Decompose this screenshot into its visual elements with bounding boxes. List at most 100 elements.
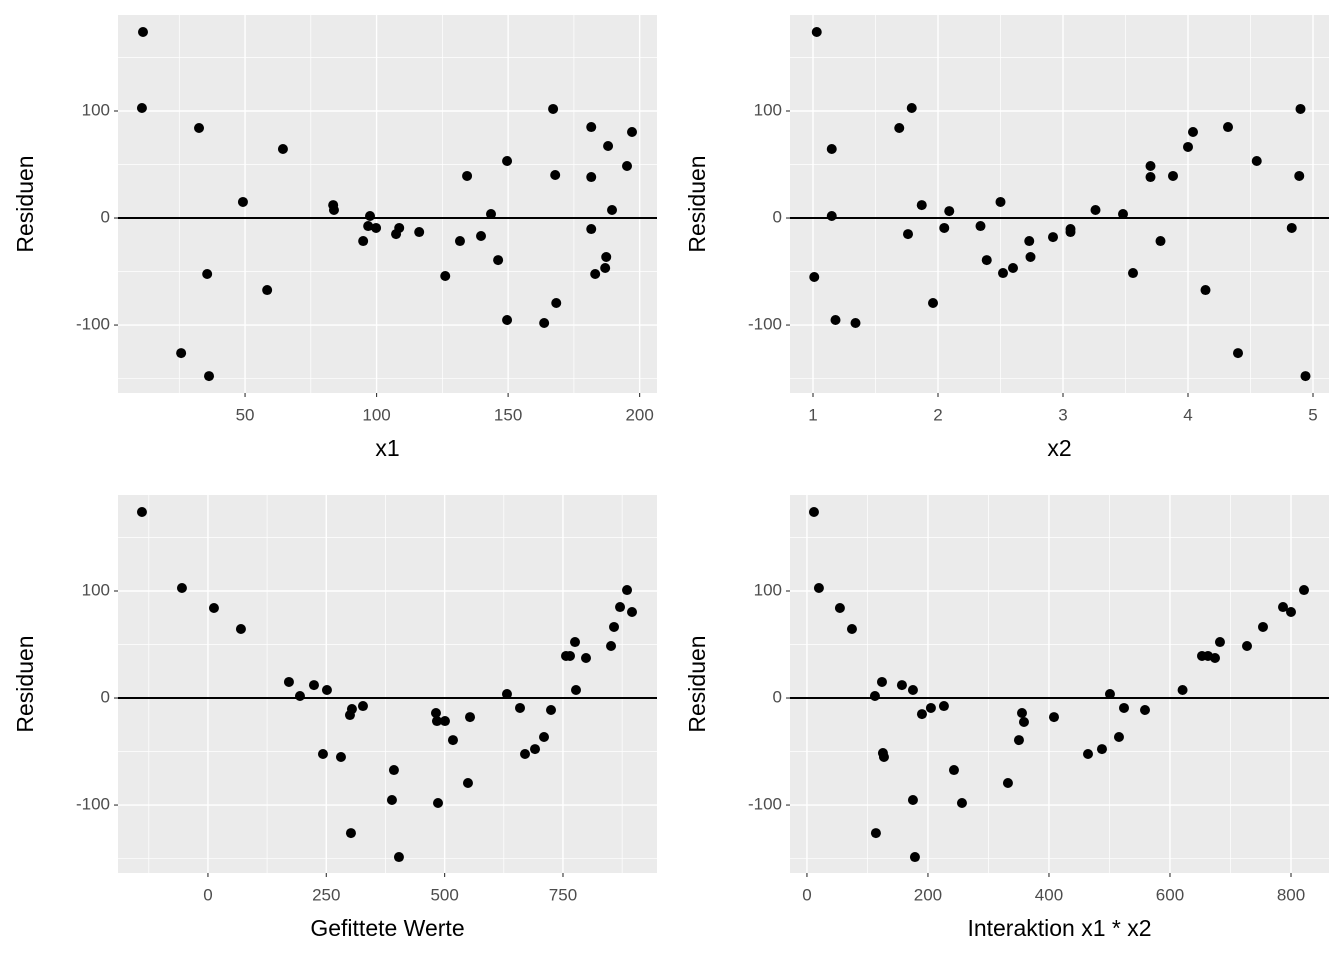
point [894, 123, 905, 134]
point [431, 716, 442, 727]
x-tick-label: 500 [430, 885, 458, 904]
panel-background [790, 15, 1329, 393]
point [870, 828, 881, 839]
y-tick-label: 0 [101, 208, 110, 227]
point [454, 236, 465, 247]
point [1257, 621, 1268, 632]
point [1113, 731, 1124, 742]
point [1286, 222, 1297, 233]
point [1025, 251, 1036, 262]
point [365, 210, 376, 221]
point [1002, 777, 1013, 788]
x-axis-title: Gefittete Werte [310, 915, 464, 941]
y-axis-title: Residuen [12, 635, 38, 732]
point [813, 583, 824, 594]
point [606, 641, 617, 652]
point [580, 652, 591, 663]
point [462, 170, 473, 181]
point [607, 204, 618, 215]
point [903, 229, 913, 240]
x-tick-label: 750 [549, 885, 577, 904]
point [1018, 716, 1029, 727]
x-tick-label: 150 [494, 405, 522, 424]
point [809, 271, 820, 282]
point [1295, 103, 1306, 114]
point [335, 751, 346, 762]
point [194, 123, 205, 134]
point [916, 709, 927, 720]
point [204, 371, 215, 382]
x-tick-label: 5 [1308, 405, 1317, 424]
point [622, 585, 633, 596]
x-tick-label: 100 [362, 405, 390, 424]
point [493, 255, 504, 266]
point [371, 222, 382, 233]
point [539, 731, 550, 742]
point [502, 315, 513, 326]
point [136, 507, 147, 518]
point [627, 126, 638, 137]
point [1155, 236, 1166, 247]
panel-background [790, 495, 1329, 873]
point [603, 140, 614, 151]
point [1200, 285, 1211, 296]
point [1016, 708, 1027, 719]
x-tick-label: 1 [808, 405, 817, 424]
point [202, 268, 213, 279]
x-axis-title: Interaktion x1 * x2 [967, 915, 1151, 941]
point [1223, 122, 1233, 133]
point [328, 204, 339, 215]
point [1048, 712, 1059, 723]
point [570, 637, 581, 648]
point [345, 828, 356, 839]
point [136, 103, 147, 114]
point [564, 650, 575, 661]
point [476, 230, 487, 241]
point [237, 196, 248, 207]
point [830, 315, 841, 326]
point [1118, 209, 1128, 220]
point [1177, 684, 1188, 695]
x-tick-label: 200 [625, 405, 653, 424]
point [998, 268, 1008, 279]
y-tick-label: 100 [754, 100, 782, 119]
point [440, 271, 451, 282]
point [907, 684, 918, 695]
y-axis-title: Residuen [12, 155, 38, 252]
y-tick-label: 100 [82, 100, 110, 119]
y-tick-label: -100 [748, 315, 782, 334]
point [520, 748, 531, 759]
point [1210, 652, 1221, 663]
point [1082, 748, 1093, 759]
point [346, 704, 357, 715]
y-axis-title: Residuen [684, 635, 710, 732]
x-tick-label: 800 [1277, 885, 1305, 904]
point [938, 701, 949, 712]
y-tick-label: -100 [748, 795, 782, 814]
point [1242, 641, 1253, 652]
point [590, 268, 601, 279]
point [283, 676, 294, 687]
point [502, 155, 513, 166]
point [1251, 155, 1262, 166]
point [1300, 371, 1311, 382]
point [846, 623, 857, 634]
point [1048, 232, 1058, 243]
x-tick-label: 0 [802, 885, 811, 904]
point [501, 689, 512, 700]
y-tick-label: 0 [773, 688, 782, 707]
x-tick-label: 0 [203, 885, 212, 904]
point [176, 348, 187, 359]
point [811, 27, 822, 38]
point [627, 606, 638, 617]
point [1128, 268, 1138, 279]
point [1145, 172, 1156, 183]
point [388, 765, 399, 776]
x-tick-label: 600 [1156, 885, 1184, 904]
point [600, 262, 611, 273]
point [321, 684, 332, 695]
point [1188, 126, 1198, 137]
point [944, 206, 955, 217]
point [393, 852, 404, 863]
point [878, 751, 889, 762]
